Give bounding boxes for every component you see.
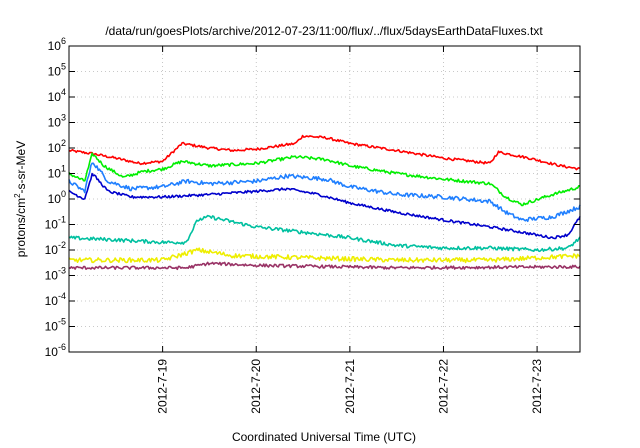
series-line-4 xyxy=(68,172,581,240)
x-axis-title: Coordinated Universal Time (UTC) xyxy=(232,430,416,444)
x-tick-label: 2012-7-22 xyxy=(436,359,450,414)
y-tick-label: 100 xyxy=(48,189,66,206)
y-tick-label: 105 xyxy=(48,62,66,79)
y-axis-title: protons/cm2-s-sr-MeV xyxy=(13,141,28,257)
ticks xyxy=(69,45,580,353)
x-tick-label: 2012-7-21 xyxy=(343,359,357,414)
tick-labels: 10-6 10-5 10-4 10-3 10-2 10-1 100 101 102 103 104 1… xyxy=(45,36,544,414)
series-line-3 xyxy=(68,162,581,223)
series-line-1 xyxy=(68,134,581,171)
y-tick-label: 10-1 xyxy=(45,215,66,232)
x-tick-label: 2012-7-19 xyxy=(156,359,170,414)
y-tick-label: 106 xyxy=(48,36,66,53)
y-axis-title-post: -s-sr-MeV xyxy=(14,141,28,194)
x-tick-label: 2012-7-23 xyxy=(530,359,544,414)
y-tick-label: 10-5 xyxy=(45,317,66,334)
y-tick-label: 101 xyxy=(48,164,66,181)
series-line-2 xyxy=(68,152,581,207)
series-line-7 xyxy=(68,261,581,271)
grid xyxy=(69,46,580,352)
y-tick-label: 103 xyxy=(48,113,66,130)
y-axis-title-pre: protons/cm xyxy=(14,198,28,257)
chart-title: /data/run/goesPlots/archive/2012-07-23/1… xyxy=(105,24,543,38)
y-tick-label: 102 xyxy=(48,138,66,155)
y-tick-label: 10-2 xyxy=(45,240,66,257)
series-line-5 xyxy=(68,214,581,253)
y-tick-label: 10-3 xyxy=(45,266,66,283)
y-tick-label: 10-4 xyxy=(45,291,66,308)
series-layer xyxy=(68,134,581,271)
y-tick-label: 10-6 xyxy=(45,342,66,359)
y-axis-title-sup: 2 xyxy=(13,193,22,198)
y-tick-label: 104 xyxy=(48,87,66,104)
x-tick-label: 2012-7-20 xyxy=(249,359,263,414)
series-line-6 xyxy=(68,247,581,264)
